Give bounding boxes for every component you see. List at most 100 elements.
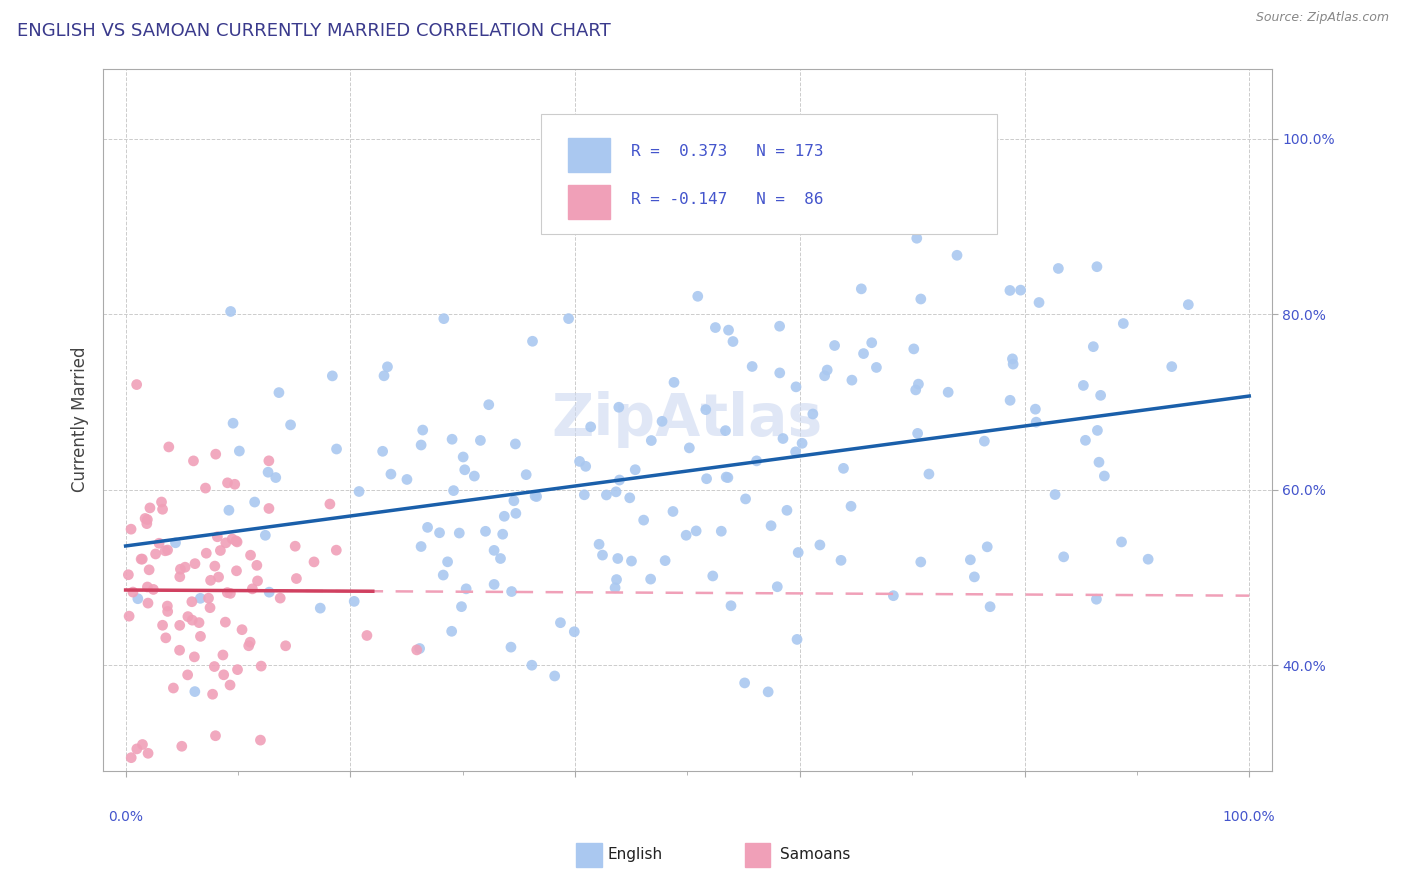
- Point: [903, 342, 925, 356]
- Text: Source: ZipAtlas.com: Source: ZipAtlas.com: [1256, 11, 1389, 24]
- Point: [165, 535, 187, 549]
- Point: [136, 512, 159, 526]
- Text: 0.0%: 0.0%: [108, 810, 143, 824]
- Point: [785, 380, 807, 394]
- Point: [226, 535, 249, 549]
- Point: [200, 574, 222, 588]
- Point: [562, 624, 585, 639]
- FancyBboxPatch shape: [541, 114, 997, 234]
- Point: [557, 311, 579, 326]
- Point: [808, 538, 831, 552]
- Point: [436, 555, 458, 569]
- Point: [1043, 487, 1066, 501]
- Point: [592, 548, 614, 562]
- Point: [1010, 283, 1032, 297]
- Point: [478, 398, 501, 412]
- Point: [249, 733, 271, 747]
- Point: [125, 377, 148, 392]
- Point: [801, 407, 824, 421]
- Point: [219, 304, 242, 318]
- Point: [607, 401, 630, 415]
- Point: [225, 533, 247, 548]
- Point: [309, 601, 332, 615]
- Point: [721, 334, 744, 349]
- Point: [1111, 535, 1133, 549]
- Point: [122, 585, 145, 599]
- Point: [120, 522, 142, 536]
- Bar: [568, 186, 610, 219]
- Point: [134, 511, 156, 525]
- Point: [217, 585, 239, 599]
- Point: [1085, 592, 1108, 607]
- Point: [129, 552, 152, 566]
- Point: [302, 555, 325, 569]
- Point: [482, 577, 505, 591]
- Point: [979, 599, 1001, 614]
- Point: [433, 311, 456, 326]
- Point: [148, 536, 170, 550]
- Point: [267, 385, 290, 400]
- Point: [194, 481, 217, 495]
- Point: [176, 668, 198, 682]
- Point: [505, 507, 527, 521]
- Text: 100.0%: 100.0%: [1223, 810, 1275, 824]
- Point: [219, 586, 242, 600]
- Point: [218, 503, 240, 517]
- Point: [976, 540, 998, 554]
- Point: [184, 684, 207, 698]
- Point: [207, 570, 229, 584]
- Point: [215, 536, 238, 550]
- Point: [257, 465, 280, 479]
- Point: [910, 292, 932, 306]
- Point: [640, 434, 662, 448]
- Point: [135, 516, 157, 531]
- Point: [482, 543, 505, 558]
- Point: [606, 573, 628, 587]
- Point: [814, 368, 837, 383]
- Point: [145, 547, 167, 561]
- Text: ENGLISH VS SAMOAN CURRENTLY MARRIED CORRELATION CHART: ENGLISH VS SAMOAN CURRENTLY MARRIED CORR…: [17, 22, 610, 40]
- Point: [222, 416, 245, 430]
- Point: [624, 463, 647, 477]
- Point: [347, 484, 370, 499]
- Point: [526, 490, 548, 504]
- Point: [1025, 415, 1047, 429]
- Point: [136, 580, 159, 594]
- Point: [212, 668, 235, 682]
- Point: [1088, 455, 1111, 469]
- Point: [156, 604, 179, 618]
- Point: [440, 624, 463, 639]
- Point: [524, 489, 547, 503]
- Point: [412, 423, 434, 437]
- Point: [1073, 378, 1095, 392]
- Point: [202, 659, 225, 673]
- Point: [489, 551, 512, 566]
- Point: [188, 591, 211, 606]
- Point: [544, 669, 567, 683]
- Point: [204, 559, 226, 574]
- Point: [1087, 424, 1109, 438]
- Point: [131, 738, 153, 752]
- Point: [756, 685, 779, 699]
- Point: [451, 450, 474, 464]
- Point: [505, 437, 527, 451]
- Point: [456, 582, 478, 596]
- Point: [851, 282, 873, 296]
- Point: [142, 582, 165, 597]
- Point: [499, 640, 522, 654]
- Point: [204, 729, 226, 743]
- Point: [181, 613, 204, 627]
- Point: [169, 562, 191, 576]
- Point: [373, 368, 395, 383]
- Point: [184, 557, 207, 571]
- Point: [907, 426, 929, 441]
- Point: [319, 497, 342, 511]
- Point: [183, 649, 205, 664]
- Point: [768, 319, 790, 334]
- Point: [138, 563, 160, 577]
- Point: [745, 454, 768, 468]
- Point: [1047, 261, 1070, 276]
- Point: [1024, 402, 1046, 417]
- Point: [174, 560, 197, 574]
- Point: [136, 746, 159, 760]
